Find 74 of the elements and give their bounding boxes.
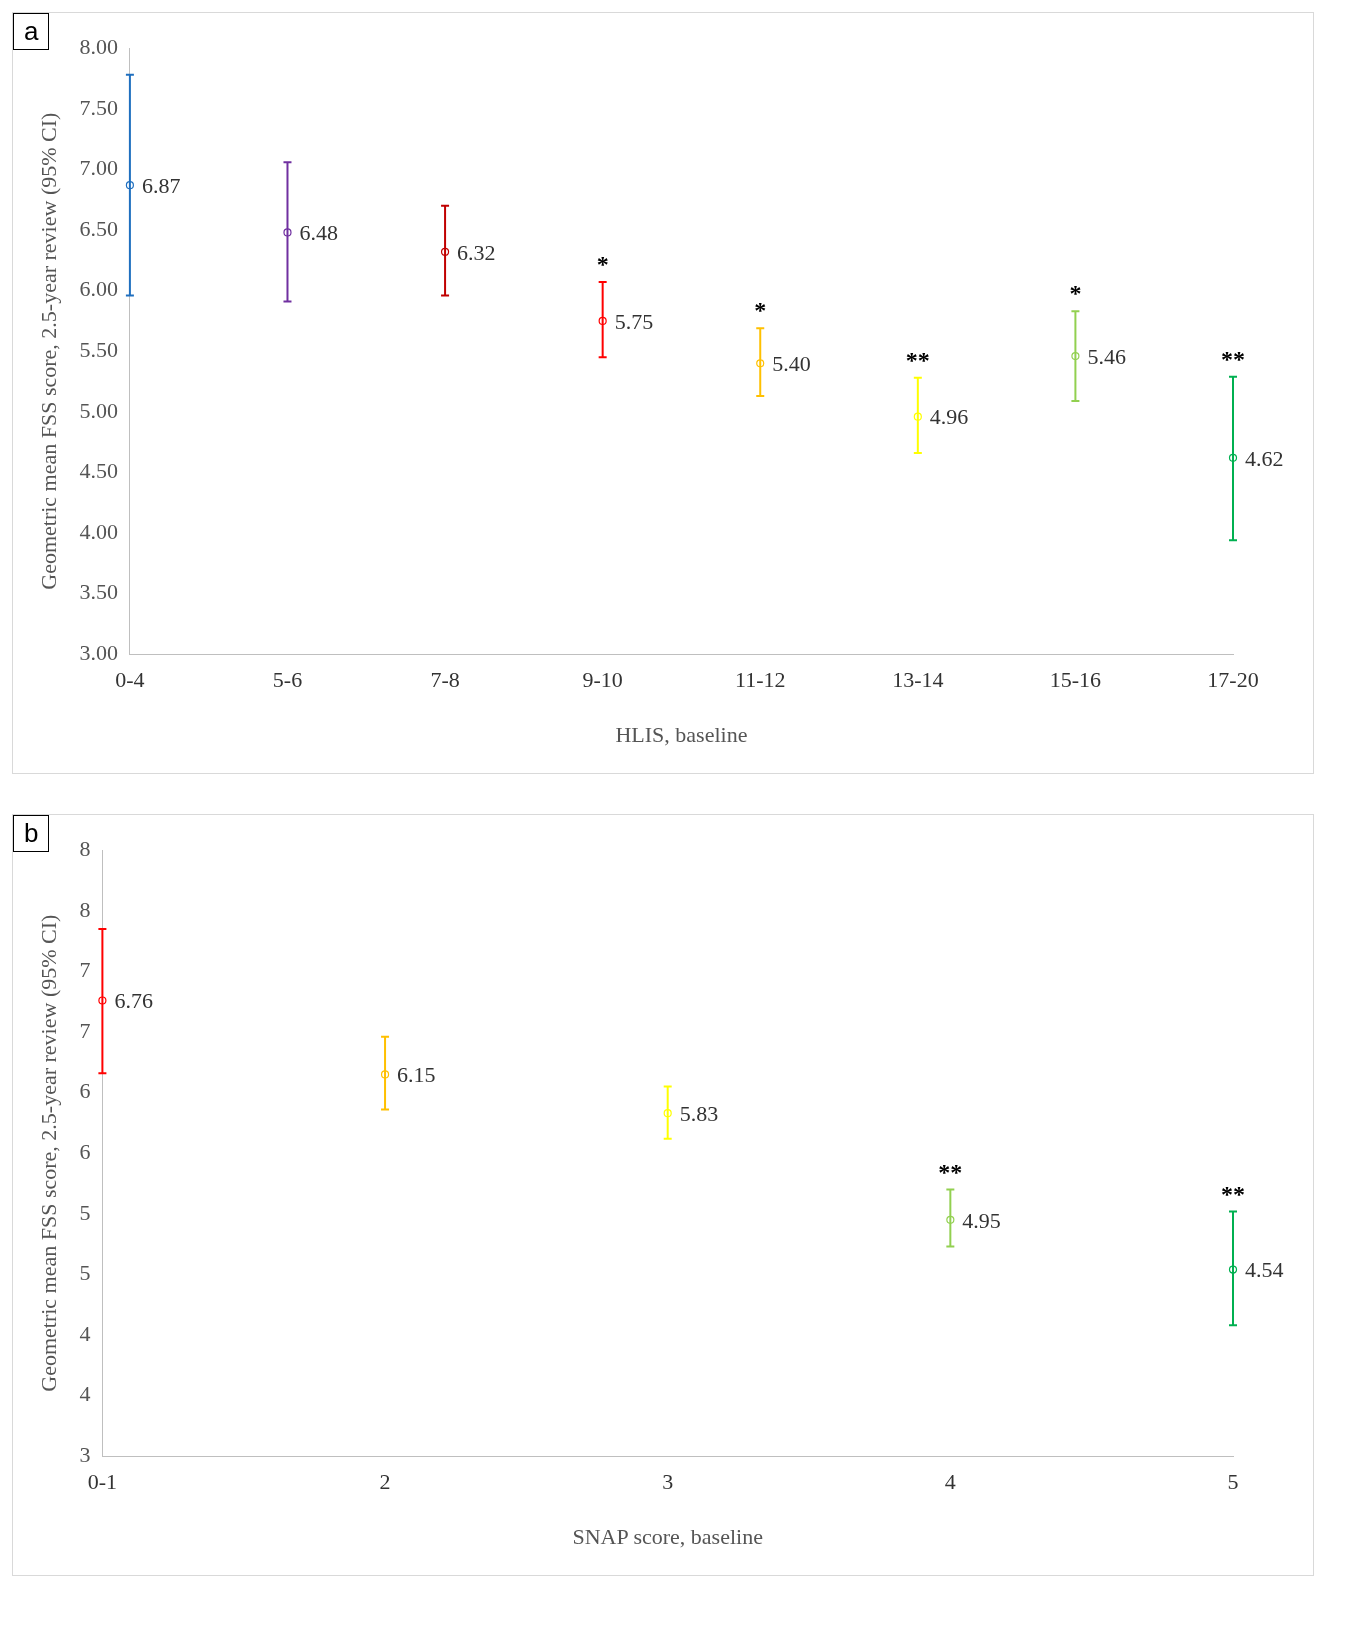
y-tick-label: 8 [79,835,91,861]
y-tick-label: 6.00 [79,276,118,302]
y-tick-label: 5.50 [79,336,118,362]
data-label: 5.75 [614,308,654,334]
x-tick-label: 0-4 [115,667,145,693]
annotation: ** [1221,1180,1245,1207]
data-label: 4.96 [929,404,969,430]
data-label: 5.83 [679,1100,719,1126]
x-tick-label: 0-1 [87,1469,118,1495]
x-tick-label: 2 [379,1469,391,1495]
annotation: ** [1221,345,1245,372]
y-tick-label: 8 [79,896,91,922]
data-label: 4.95 [962,1207,1001,1233]
y-tick-label: 6 [79,1078,91,1104]
y-tick-label: 4.00 [79,518,118,544]
point [946,1215,955,1224]
annotation: * [596,251,609,278]
annotation: ** [905,347,930,374]
x-tick-label: 7-8 [430,667,460,693]
x-tick-label: 17-20 [1207,667,1259,693]
y-tick-label: 5 [79,1199,91,1225]
text: a [13,13,50,50]
point [283,228,292,237]
point [1228,453,1238,462]
annotation: * [1069,280,1082,307]
text: b [13,815,50,852]
x-tick-label: 3 [662,1469,674,1495]
y-tick-label: 6 [79,1138,91,1164]
y-tick-label: 3.00 [79,639,118,665]
point [440,247,450,256]
x-axis-title: HLIS, baseline [615,721,748,747]
x-tick-label: 5-6 [272,667,303,693]
data-label: 6.87 [141,172,181,198]
y-tick-label: 7 [79,957,91,983]
point [913,412,922,421]
x-tick-label: 11-12 [734,667,786,693]
data-label: 4.54 [1245,1257,1284,1283]
data-label: 6.15 [397,1062,436,1088]
x-axis-title: SNAP score, baseline [572,1523,763,1549]
y-tick-label: 8.00 [79,33,118,59]
point [1071,351,1080,361]
x-tick-label: 5 [1227,1469,1239,1495]
y-tick-label: 4.50 [79,458,118,484]
data-label: 5.40 [772,351,811,377]
point [380,1070,390,1079]
x-tick-label: 13-14 [892,667,944,693]
x-tick-label: 4 [944,1469,956,1495]
x-tick-label: 9-10 [582,667,623,693]
annotation: ** [938,1158,963,1185]
y-axis-title: Geometric mean FSS score, 2.5-year review (95% CI) [35,112,61,590]
y-tick-label: 7.00 [79,155,118,181]
data-label: 6.48 [299,220,338,246]
y-tick-label: 3 [79,1441,91,1467]
data-label: 6.32 [457,239,496,265]
y-tick-label: 5.00 [79,397,118,423]
point [125,181,134,190]
data-label: 5.46 [1087,343,1126,369]
point [598,316,607,325]
y-tick-label: 4 [79,1320,91,1346]
y-tick-label: 7.50 [79,94,118,120]
y-tick-label: 6.50 [79,215,118,241]
point [1228,1265,1238,1274]
y-tick-label: 5 [79,1260,91,1286]
x-tick-label: 15-16 [1049,667,1102,693]
data-label: 4.62 [1245,445,1284,471]
y-tick-label: 3.50 [79,579,118,605]
data-label: 6.76 [114,988,153,1014]
y-tick-label: 7 [79,1017,91,1043]
annotation: * [754,297,767,324]
point [98,996,107,1005]
y-axis-title: Geometric mean FSS score, 2.5-year review (95% CI) [35,914,61,1392]
point [663,1109,672,1118]
point [756,359,765,368]
y-tick-label: 4 [79,1381,91,1407]
